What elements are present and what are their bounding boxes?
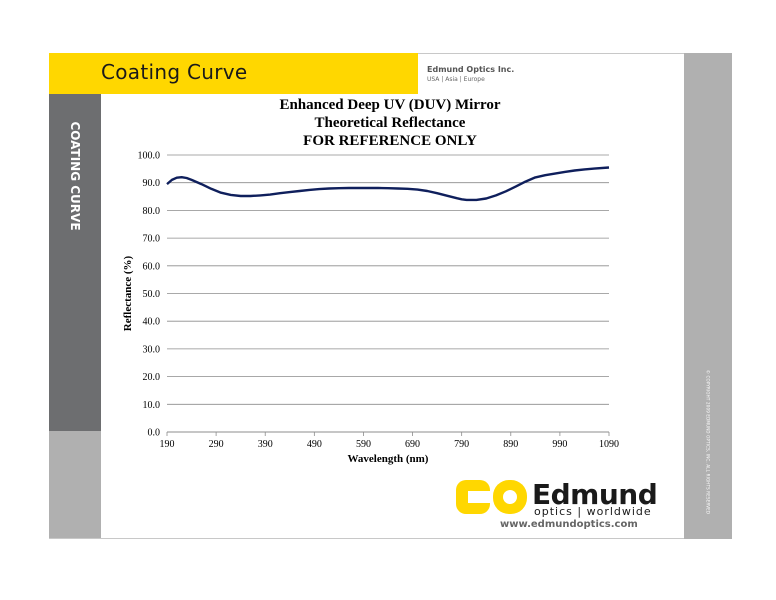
logo-tagline: optics | worldwide (534, 505, 652, 518)
x-tick-label: 290 (209, 439, 224, 450)
x-tick-label: 890 (503, 439, 518, 450)
header-yellow-bar (49, 53, 418, 94)
coating-curve-sheet (49, 53, 732, 539)
x-tick-label: 190 (160, 439, 175, 450)
y-tick-label: 100.0 (138, 151, 161, 162)
x-tick-label: 490 (307, 439, 322, 450)
edmund-logo-icon (456, 480, 527, 514)
company-name: Edmund Optics Inc. (427, 65, 515, 74)
sidebar-dark-panel (49, 94, 101, 431)
y-tick-label: 70.0 (143, 234, 161, 245)
y-tick-label: 10.0 (143, 400, 161, 411)
right-gray-strip (684, 53, 732, 539)
y-tick-label: 40.0 (143, 317, 161, 328)
logo-tagline-left: optics (534, 505, 573, 518)
x-tick-label: 390 (258, 439, 273, 450)
page-title: Coating Curve (101, 60, 248, 84)
reflectance-curve (166, 166, 610, 202)
y-axis-label: Reflectance (%) (122, 255, 134, 331)
y-axis-ticks: 0.0 10.0 20.0 30.0 40.0 50.0 60.0 70.0 80.0 90.0 1… (138, 151, 161, 439)
x-tick-label: 1090 (599, 439, 619, 450)
x-axis-ticks: 190 290 390 490 590 690 790 890 990 1090 (160, 432, 619, 450)
y-tick-label: 50.0 (143, 289, 161, 300)
x-axis-label: Wavelength (nm) (348, 453, 429, 465)
sidebar-light-panel (49, 431, 101, 538)
chart-gridlines (167, 154, 609, 405)
logo-tagline-separator: | (577, 505, 583, 518)
chart-title-line-1: Enhanced Deep UV (DUV) Mirror (279, 97, 501, 113)
x-tick-label: 690 (405, 439, 420, 450)
y-tick-label: 80.0 (143, 206, 161, 217)
company-regions: USA | Asia | Europe (427, 76, 485, 83)
y-tick-label: 20.0 (143, 372, 161, 383)
chart-title-line-2: Theoretical Reflectance (314, 115, 466, 131)
y-tick-label: 0.0 (148, 428, 161, 439)
website-link[interactable]: www.edmundoptics.com (500, 519, 638, 530)
y-tick-label: 30.0 (143, 344, 161, 355)
logo-tagline-right: worldwide (586, 505, 652, 518)
x-tick-label: 790 (454, 439, 469, 450)
chart-title-line-3: FOR REFERENCE ONLY (303, 133, 477, 149)
x-tick-label: 990 (552, 439, 567, 450)
logo-wordmark: Edmund (532, 478, 658, 511)
y-tick-label: 90.0 (143, 178, 161, 189)
x-tick-label: 590 (356, 439, 371, 450)
y-tick-label: 60.0 (143, 261, 161, 272)
